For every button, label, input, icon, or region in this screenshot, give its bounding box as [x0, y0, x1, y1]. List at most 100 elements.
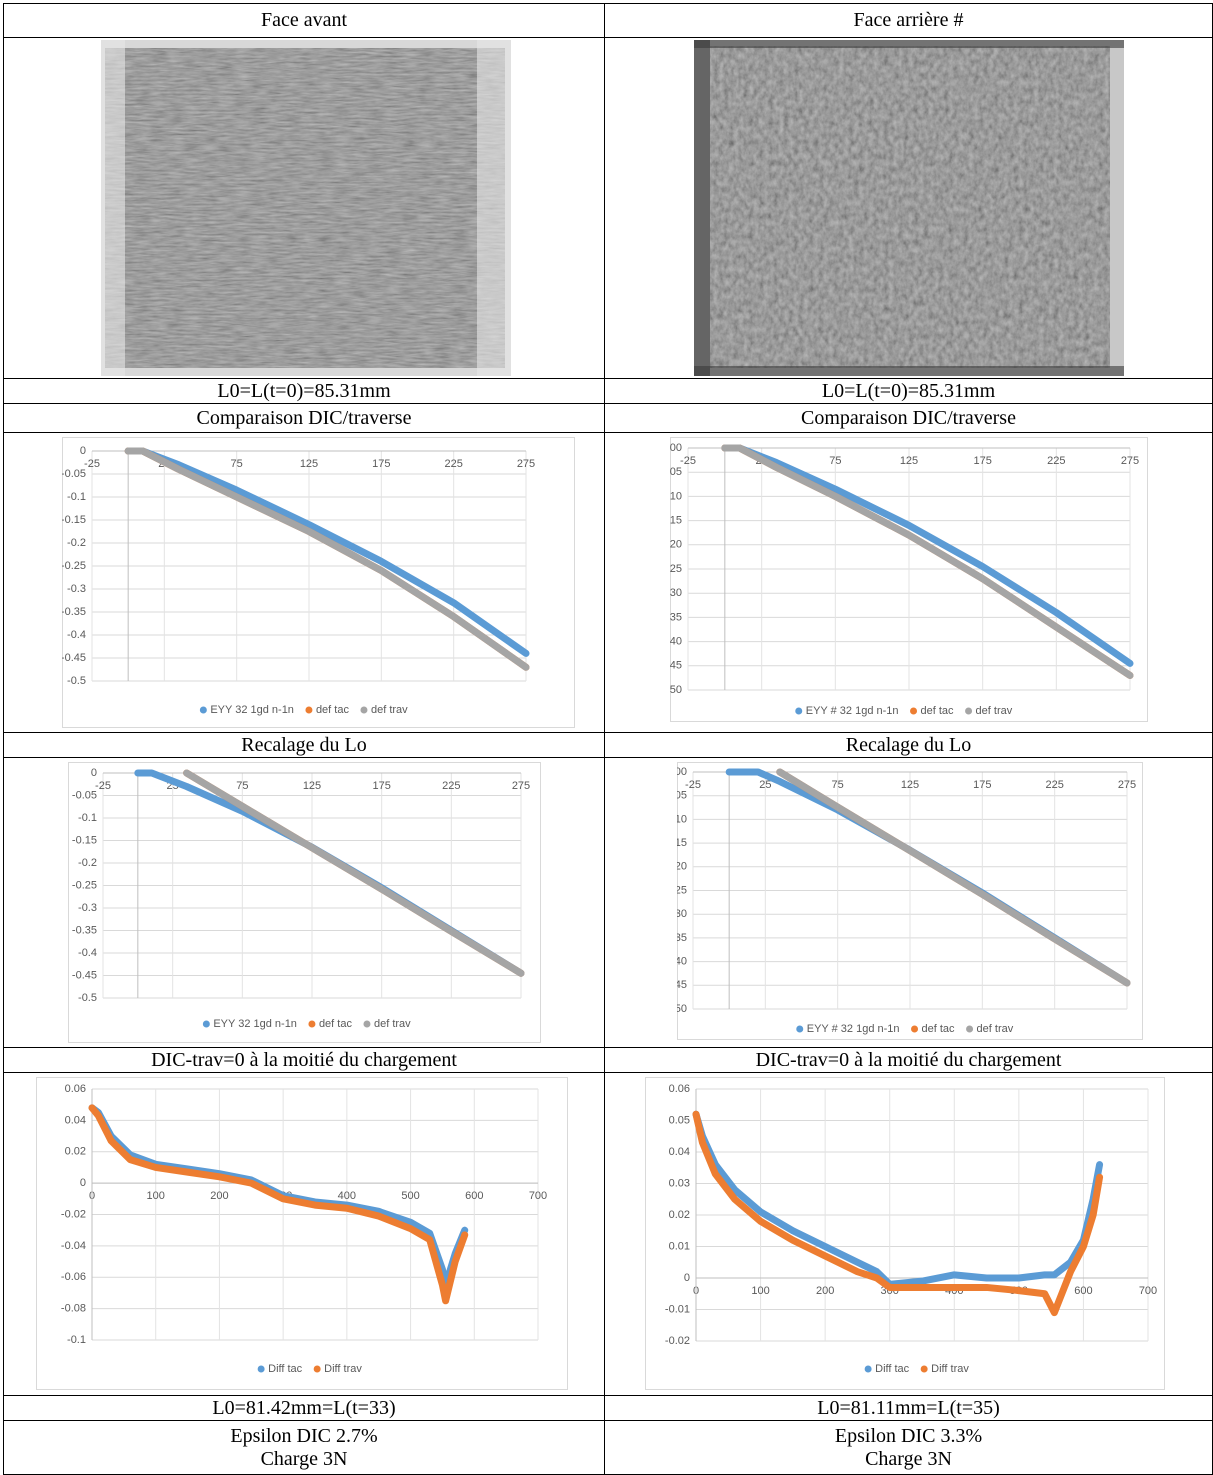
y-tick-label: -0.02 [61, 1208, 86, 1220]
x-tick-label: 200 [816, 1285, 834, 1297]
y-tick-label: -0.2 [67, 537, 86, 549]
y-tick-label: -0.5 [78, 992, 97, 1004]
x-tick-label: 225 [1045, 779, 1063, 791]
y-tick-label: -0.45 [72, 969, 97, 981]
legend-label: def tac [316, 704, 350, 716]
data-line [721, 444, 1134, 679]
table-cell: Recalage du Lo [3, 732, 605, 758]
x-tick-label: -25 [84, 458, 100, 470]
y-tick-label: 0.00 [677, 766, 687, 778]
x-tick-label: 175 [372, 780, 390, 792]
y-tick-label: -0.40 [670, 636, 682, 648]
chart-frame [645, 1077, 1165, 1390]
y-tick-label: -0.04 [61, 1240, 86, 1252]
legend-label: Diff tac [268, 1363, 303, 1375]
legend-marker [920, 1365, 928, 1373]
data-line [183, 769, 525, 977]
y-tick-label: -0.45 [670, 660, 682, 672]
y-tick-label: -0.50 [670, 684, 682, 696]
x-tick-label: 700 [1139, 1285, 1157, 1297]
y-tick-label: 0.05 [669, 1114, 690, 1126]
table-cell: Epsilon DIC 3.3% Charge 3N [604, 1420, 1213, 1475]
photo-edge [694, 40, 1124, 48]
x-tick-label: 275 [1121, 455, 1139, 467]
y-tick-label: -0.20 [670, 539, 682, 551]
table-cell: Face arrière # [604, 3, 1213, 38]
legend-label: Diff tac [875, 1363, 910, 1375]
table-cell: Comparaison DIC/traverse [3, 403, 605, 433]
legend-label: def tac [921, 705, 955, 717]
cell-text: Comparaison DIC/traverse [801, 406, 1016, 429]
table-cell: Recalage du Lo [604, 732, 1213, 758]
x-tick-label: 225 [442, 780, 460, 792]
cell-text: L0=L(t=0)=85.31mm [821, 379, 996, 402]
chart: 0.060.050.040.030.020.010-0.01-0.0201002… [645, 1077, 1165, 1390]
x-tick-label: 100 [751, 1285, 769, 1297]
y-tick-label: -0.05 [72, 789, 97, 801]
x-tick-label: -25 [685, 779, 701, 791]
photo-edge [477, 40, 511, 376]
legend-label: def trav [374, 1018, 411, 1030]
x-tick-label: 400 [338, 1190, 356, 1202]
legend-label: EYY # 32 1gd n-1n [807, 1023, 900, 1035]
legend-label: def trav [371, 704, 408, 716]
legend-marker [199, 706, 207, 714]
y-tick-label: -0.08 [61, 1303, 86, 1315]
cell-text: L0=81.42mm=L(t=33) [212, 1396, 396, 1419]
x-tick-label: 75 [231, 458, 243, 470]
legend-label: def trav [977, 1023, 1014, 1035]
y-tick-label: -0.02 [665, 1335, 690, 1347]
y-tick-label: -0.25 [62, 560, 86, 572]
y-tick-label: 0.00 [670, 442, 682, 454]
y-tick-label: -0.45 [62, 652, 86, 664]
photo-texture [105, 48, 505, 368]
y-tick-label: -0.25 [677, 884, 687, 896]
data-line [692, 1110, 1104, 1317]
photo-tint [105, 48, 505, 368]
x-tick-label: -25 [680, 455, 696, 467]
x-tick-label: 225 [444, 458, 462, 470]
y-tick-label: -0.35 [72, 924, 97, 936]
chart: 0.00 -0.05 -0.10 -0.15 -0.20 -0.25 -0.30 -0.35 -… [670, 437, 1148, 722]
table-cell: DIC-trav=0 à la moitié du chargement [604, 1047, 1213, 1073]
legend-marker [796, 1025, 804, 1033]
data-line [124, 447, 530, 671]
x-tick-label: 25 [759, 779, 771, 791]
x-tick-label: 600 [1074, 1285, 1092, 1297]
y-tick-label: -0.45 [677, 979, 687, 991]
legend-marker [910, 707, 918, 715]
legend-label: def tac [922, 1023, 956, 1035]
x-tick-label: 175 [973, 779, 991, 791]
legend-marker [965, 707, 973, 715]
y-tick-label: 0.04 [669, 1146, 690, 1158]
x-tick-label: 275 [512, 780, 530, 792]
y-tick-label: -0.40 [677, 956, 687, 968]
legend-marker [257, 1365, 265, 1373]
y-tick-label: -0.4 [67, 629, 86, 641]
cell-text: DIC-trav=0 à la moitié du chargement [755, 1048, 1062, 1071]
photo-edge [694, 366, 1124, 376]
legend-marker [202, 1020, 210, 1028]
table-cell: Epsilon DIC 2.7% Charge 3N [3, 1420, 605, 1475]
data-line [692, 1110, 1104, 1288]
cell-text: Recalage du Lo [845, 733, 972, 756]
cell-text: Epsilon DIC 3.3% [834, 1424, 983, 1447]
y-tick-label: -0.35 [677, 932, 687, 944]
y-tick-label: 0 [684, 1272, 690, 1284]
y-tick-label: 0.03 [669, 1177, 690, 1189]
x-tick-label: 700 [529, 1190, 547, 1202]
y-tick-label: -0.01 [665, 1303, 690, 1315]
y-tick-label: -0.3 [67, 583, 86, 595]
x-tick-label: 100 [147, 1190, 165, 1202]
legend-label: EYY # 32 1gd n-1n [806, 705, 899, 717]
y-tick-label: 0.04 [65, 1114, 86, 1126]
y-tick-label: 0 [91, 767, 97, 779]
y-tick-label: -0.3 [78, 902, 97, 914]
cell-text: Comparaison DIC/traverse [196, 406, 412, 429]
x-tick-label: 125 [303, 780, 321, 792]
y-tick-label: 0 [80, 445, 86, 457]
chart-frame [36, 1077, 568, 1390]
legend-marker [313, 1365, 321, 1373]
legend-marker [911, 1025, 919, 1033]
legend-marker [966, 1025, 974, 1033]
